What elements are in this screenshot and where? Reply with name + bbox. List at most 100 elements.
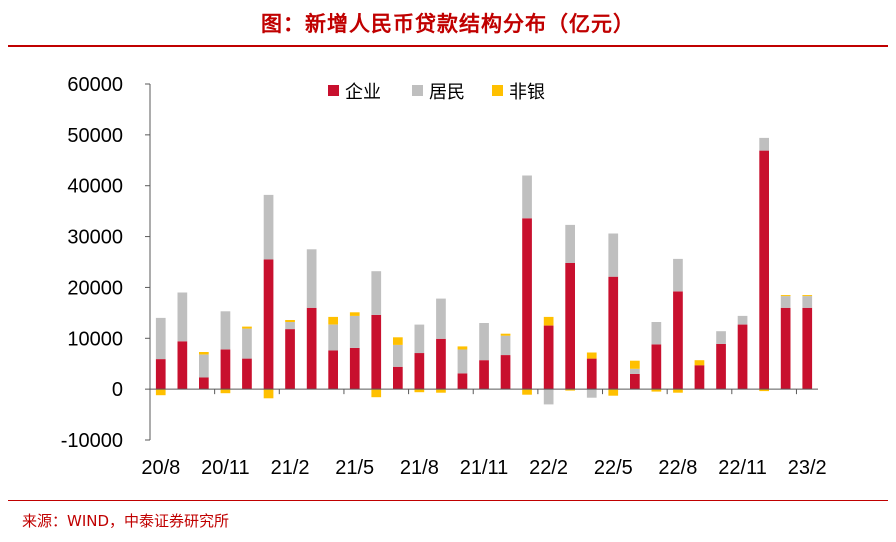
bar-居民-21-5 bbox=[349, 315, 360, 348]
y-tick-label: -10000 bbox=[61, 430, 123, 452]
bar-非银-20-12 bbox=[242, 326, 252, 329]
bar-居民-21-7 bbox=[393, 344, 403, 367]
bar-居民-21-12 bbox=[500, 335, 511, 355]
x-tick-label: 23/2 bbox=[788, 457, 827, 479]
bar-非银-22-7 bbox=[651, 389, 662, 392]
bars bbox=[155, 137, 813, 405]
bar-企业-21-5 bbox=[349, 347, 360, 390]
bar-居民-22-1 bbox=[522, 175, 532, 219]
bar-非银-22-2 bbox=[543, 316, 554, 326]
x-tick-label: 21/2 bbox=[271, 457, 310, 479]
bar-企业-21-1 bbox=[263, 259, 274, 390]
bar-居民-21-11 bbox=[479, 323, 489, 361]
x-axis: 20/8 20/11 21/2 21/5 21/8 21/11 22/2 22/5 22/8 22… bbox=[141, 388, 827, 479]
bar-企业-22-9 bbox=[694, 365, 705, 390]
bar-非银-21-12 bbox=[500, 333, 511, 336]
x-tick-label: 22/5 bbox=[594, 457, 633, 479]
bar-非银-22-4 bbox=[586, 352, 597, 359]
chart-title: 图：新增人民币贷款结构分布（亿元） bbox=[261, 12, 635, 36]
bar-企业-22-4 bbox=[586, 358, 597, 390]
bar-企业-21-8 bbox=[414, 353, 425, 390]
bar-非银-23-2 bbox=[802, 295, 813, 297]
bar-企业-20-12 bbox=[242, 358, 252, 390]
bar-企业-22-1 bbox=[522, 218, 532, 390]
bar-企业-20-10 bbox=[199, 377, 209, 390]
bar-居民-22-8 bbox=[673, 258, 683, 292]
title-divider bbox=[8, 45, 888, 47]
bar-居民-21-2 bbox=[285, 322, 295, 330]
bar-居民-20-8 bbox=[155, 317, 166, 360]
y-tick-label: 30000 bbox=[67, 227, 123, 249]
bar-企业-21-3 bbox=[306, 307, 317, 390]
x-tick-label: 22/8 bbox=[658, 457, 697, 479]
bar-非银-20-10 bbox=[199, 352, 209, 355]
bar-企业-22-10 bbox=[716, 343, 726, 390]
x-tick-label: 22/11 bbox=[718, 457, 767, 479]
y-tick-label: 40000 bbox=[67, 176, 123, 198]
bar-居民-20-11 bbox=[220, 311, 231, 350]
source-note: 来源：WIND，中泰证券研究所 bbox=[22, 512, 230, 530]
bar-企业-22-2 bbox=[543, 325, 554, 390]
bar-居民-22-6 bbox=[630, 368, 640, 374]
bar-企业-21-12 bbox=[500, 355, 511, 390]
bar-居民-22-2 bbox=[543, 389, 554, 405]
legend-swatch-企业 bbox=[328, 85, 339, 96]
bar-居民-20-12 bbox=[242, 328, 252, 359]
bar-非银-22-1 bbox=[522, 389, 532, 395]
bar-居民-22-5 bbox=[608, 233, 619, 277]
bar-居民-23-2 bbox=[802, 296, 813, 308]
bar-非银-21-8 bbox=[414, 389, 425, 393]
y-tick-label: 10000 bbox=[67, 328, 123, 350]
bar-居民-21-9 bbox=[436, 298, 446, 339]
bar-企业-22-3 bbox=[565, 263, 575, 390]
bar-企业-22-12 bbox=[759, 150, 769, 390]
bar-企业-21-10 bbox=[457, 373, 468, 390]
bar-非银-21-9 bbox=[436, 389, 446, 393]
x-tick-label: 20/11 bbox=[201, 457, 250, 479]
bar-居民-22-3 bbox=[565, 224, 575, 263]
bar-非银-20-8 bbox=[155, 389, 166, 396]
bar-企业-22-5 bbox=[608, 276, 619, 390]
legend: 企业 居民 非银 bbox=[328, 82, 545, 103]
bar-非银-22-8 bbox=[673, 389, 683, 393]
bar-非银-21-6 bbox=[371, 389, 382, 398]
legend-label-居民: 居民 bbox=[429, 82, 465, 103]
bar-居民-21-8 bbox=[414, 324, 425, 354]
bar-企业-22-6 bbox=[630, 373, 640, 390]
bar-居民-21-3 bbox=[306, 249, 317, 308]
bar-企业-22-8 bbox=[673, 291, 683, 390]
bar-非银-21-7 bbox=[393, 337, 403, 345]
x-tick-label: 21/11 bbox=[460, 457, 509, 479]
bar-企业-21-11 bbox=[479, 360, 489, 390]
bar-企业-23-2 bbox=[802, 307, 813, 390]
y-tick-label: 20000 bbox=[67, 277, 123, 299]
bar-非银-22-3 bbox=[565, 389, 575, 391]
bar-居民-20-10 bbox=[199, 354, 209, 378]
bar-企业-21-2 bbox=[285, 329, 295, 390]
legend-label-企业: 企业 bbox=[345, 82, 381, 103]
x-tick-label: 22/2 bbox=[529, 457, 568, 479]
bar-居民-23-1 bbox=[780, 296, 791, 308]
bar-企业-20-9 bbox=[177, 341, 188, 390]
y-axis: 60000 50000 40000 30000 20000 10000 0 -10000 bbox=[61, 74, 151, 452]
bar-居民-21-6 bbox=[371, 271, 382, 315]
bar-非银-21-10 bbox=[457, 346, 468, 350]
bar-企业-22-7 bbox=[651, 344, 662, 390]
bar-企业-21-6 bbox=[371, 314, 382, 390]
bar-非银-21-5 bbox=[349, 312, 360, 316]
x-tick-label: 20/8 bbox=[141, 457, 180, 479]
bar-企业-21-9 bbox=[436, 338, 446, 390]
bar-非银-21-2 bbox=[285, 320, 295, 322]
legend-swatch-非银 bbox=[492, 85, 503, 96]
bar-非银-21-1 bbox=[263, 389, 274, 399]
bar-居民-22-10 bbox=[716, 331, 726, 344]
bar-非银-20-11 bbox=[220, 389, 231, 394]
bar-非银-23-1 bbox=[780, 295, 791, 297]
source-divider bbox=[8, 500, 888, 501]
bar-居民-22-12 bbox=[759, 137, 769, 151]
y-tick-label: 60000 bbox=[67, 74, 123, 96]
y-tick-label: 0 bbox=[112, 379, 123, 401]
y-tick-label: 50000 bbox=[67, 125, 123, 147]
bar-非银-22-5 bbox=[608, 389, 619, 396]
